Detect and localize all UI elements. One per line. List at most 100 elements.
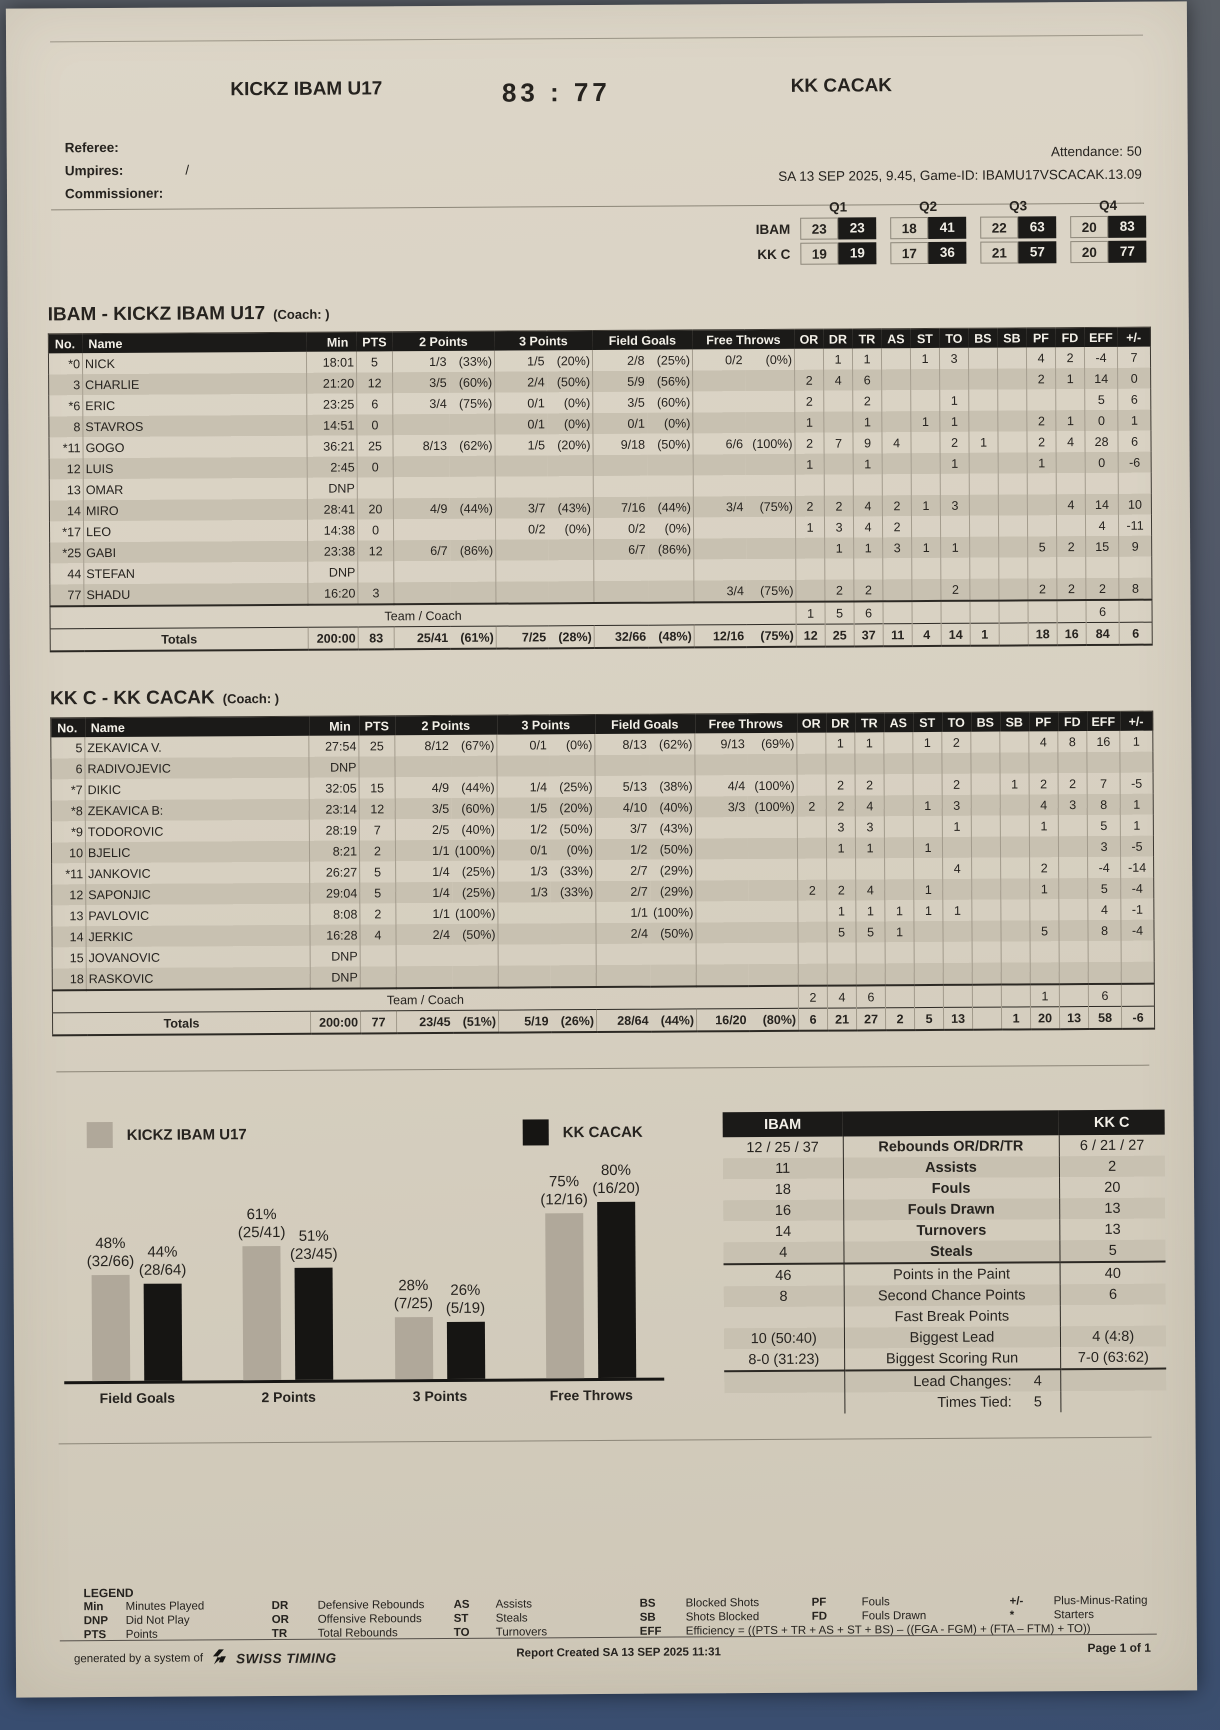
column-header-eff: EFF bbox=[1084, 327, 1118, 348]
offensive-rebounds bbox=[796, 753, 827, 775]
column-header-min: Min bbox=[308, 715, 359, 736]
cmp-stat-label: Rebounds OR/DR/TR bbox=[842, 1135, 1059, 1158]
fouls-drawn: 4 bbox=[1056, 494, 1086, 516]
efficiency: 4 bbox=[1085, 514, 1119, 537]
column-header-to: TO bbox=[941, 712, 971, 732]
points: 15 bbox=[359, 777, 396, 799]
blocked-shots bbox=[969, 515, 999, 537]
field-goals-made bbox=[593, 454, 648, 477]
column-header-or: OR bbox=[796, 713, 826, 733]
two-points-made bbox=[394, 755, 452, 778]
three-points-pct: (20%) bbox=[546, 350, 593, 372]
steals bbox=[912, 600, 942, 624]
cmp-footer-value: 5 bbox=[1033, 1393, 1042, 1410]
assists bbox=[885, 963, 915, 986]
two-points-pct: (67%) bbox=[450, 734, 497, 756]
field-goals-pct: (29%) bbox=[649, 859, 696, 881]
steals: 1 bbox=[911, 494, 941, 517]
quarter-team-name: KK C bbox=[757, 246, 791, 262]
player-number: 8 bbox=[48, 416, 83, 438]
two-points-pct: (75%) bbox=[448, 392, 495, 414]
field-goals-made: 32/66 bbox=[594, 625, 649, 649]
report-page: KICKZ IBAM U17 83 : 77 KK CACAK Referee:… bbox=[5, 1, 1198, 1698]
free-throws-made bbox=[695, 838, 748, 860]
points: 4 bbox=[359, 924, 397, 946]
field-goals-pct: (0%) bbox=[647, 517, 694, 539]
cmp-away-value bbox=[1060, 1368, 1167, 1392]
column-header-sb: SB bbox=[999, 711, 1029, 732]
chart-legend-entry: KK CACAK bbox=[522, 1119, 643, 1146]
cumulative-points-cell: 63 bbox=[1018, 216, 1057, 239]
field-goals-made: 2/7 bbox=[630, 863, 648, 878]
defensive-rebounds: 2 bbox=[826, 774, 856, 796]
team-table-away: KK C - KK CACAK (Coach: ) No. Name Min PTS 2 P… bbox=[50, 682, 1162, 1037]
points: 12 bbox=[356, 372, 393, 394]
fouls-drawn: 16 bbox=[1057, 622, 1087, 646]
total-rebounds: 2 bbox=[852, 390, 882, 412]
bar-group: 28% (7/25) 26% (5/19) bbox=[394, 1276, 485, 1380]
bar bbox=[597, 1201, 637, 1379]
free-throws-pct bbox=[747, 879, 798, 902]
plus-minus: 1 bbox=[1120, 793, 1154, 815]
defensive-rebounds: 21 bbox=[827, 1007, 857, 1031]
fouls-drawn bbox=[1057, 752, 1088, 774]
field-goals-made bbox=[594, 754, 650, 777]
assists: 2 bbox=[882, 516, 912, 538]
quarter-label: Q1 bbox=[829, 199, 848, 215]
column-header-no-: No. bbox=[50, 717, 85, 738]
free-throws-pct bbox=[748, 963, 799, 987]
blocked-shots bbox=[971, 857, 1001, 879]
two-points-made: 3/4 bbox=[429, 396, 447, 411]
minutes: 200:00 bbox=[308, 626, 359, 650]
free-throws-pct bbox=[745, 558, 796, 581]
plus-minus bbox=[1121, 983, 1155, 1007]
minutes: 27:54 bbox=[308, 735, 359, 757]
three-points-made: 1/5 bbox=[527, 353, 545, 368]
bar-value-label: 26% (5/19) bbox=[446, 1281, 485, 1319]
points: 7 bbox=[359, 819, 396, 841]
total-rebounds: 1 bbox=[852, 411, 882, 433]
bar-fraction-label: (23/45) bbox=[289, 1245, 338, 1264]
shots-blocked bbox=[1000, 878, 1030, 900]
player-number: 12 bbox=[49, 458, 84, 480]
shots-blocked bbox=[1000, 920, 1031, 942]
shots-blocked bbox=[997, 410, 1027, 432]
personal-fouls bbox=[1030, 962, 1060, 985]
player-number: 3 bbox=[48, 374, 83, 396]
column-header-2-points: 2 Points bbox=[392, 331, 495, 352]
free-throws-pct bbox=[747, 837, 798, 860]
blocked-shots bbox=[968, 368, 998, 390]
plus-minus: -6 bbox=[1118, 451, 1152, 473]
shots-blocked bbox=[998, 515, 1028, 537]
bar-value-label: 75% (12/16) bbox=[540, 1173, 588, 1211]
bar-value-label: 48% (32/66) bbox=[87, 1234, 135, 1272]
cmp-away-value bbox=[1060, 1305, 1166, 1327]
two-points-made: 4/9 bbox=[431, 780, 450, 795]
fouls-drawn bbox=[1057, 600, 1087, 623]
blocked-shots bbox=[968, 347, 998, 369]
plus-minus: 1 bbox=[1133, 818, 1141, 833]
totals-label: Totals bbox=[50, 627, 309, 652]
bar-pct-label: 48% bbox=[95, 1234, 126, 1252]
two-points-pct: (60%) bbox=[448, 371, 495, 393]
shooting-chart: KICKZ IBAM U17 KK CACAK 48% (32/66) 44% (28/… bbox=[53, 1102, 1165, 1406]
free-throws-made bbox=[694, 754, 748, 776]
box-score-table: No. Name Min PTS 2 Points 3 Points Field Goals… bbox=[47, 326, 1153, 653]
two-points-pct bbox=[452, 965, 499, 988]
team-table-title: KK C - KK CACAK (Coach: ) bbox=[50, 682, 1160, 711]
player-name: PAVLOVIC bbox=[85, 903, 310, 927]
plus-minus: -1 bbox=[1131, 902, 1144, 917]
turnovers bbox=[943, 941, 973, 963]
defensive-rebounds: 2 bbox=[826, 879, 856, 901]
minutes: 28:41 bbox=[307, 498, 358, 520]
free-throws-made bbox=[695, 880, 748, 902]
defensive-rebounds: 25 bbox=[825, 623, 855, 647]
bar-group: 48% (32/66) 44% (28/64) bbox=[87, 1234, 186, 1382]
turnovers bbox=[941, 600, 971, 624]
bar-group: 61% (25/41) 51% (23/45) bbox=[238, 1205, 338, 1381]
assists bbox=[884, 774, 914, 796]
efficiency: 5 bbox=[1087, 877, 1121, 900]
player-number: 15 bbox=[52, 947, 87, 969]
points bbox=[360, 945, 397, 967]
player-name: JOVANOVIC bbox=[86, 945, 311, 969]
